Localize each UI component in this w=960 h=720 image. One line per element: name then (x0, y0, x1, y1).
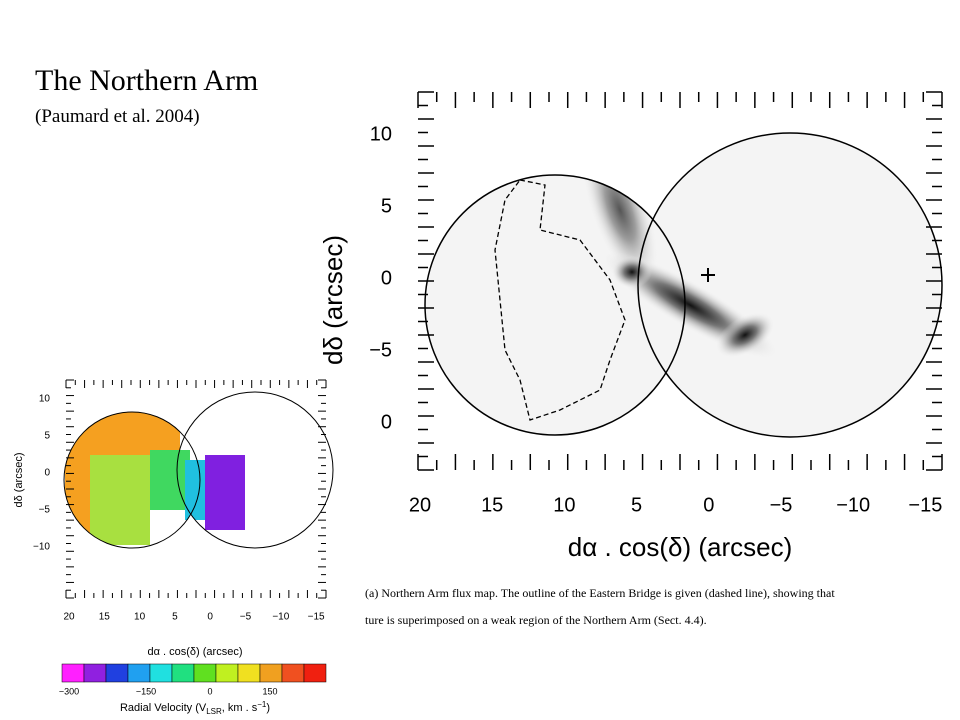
tick-label: −5 (369, 339, 392, 361)
tick-label: −300 (59, 686, 79, 696)
velocity-region (150, 450, 190, 510)
tick-label: 10 (553, 494, 575, 516)
field-outline (637, 132, 943, 438)
tick-label: 5 (44, 431, 50, 442)
center-marker (701, 268, 715, 282)
tick-label: 10 (370, 123, 392, 145)
y-axis-label: dδ (arcsec) (13, 452, 25, 507)
caption-line: ture is superimposed on a weak region of… (365, 613, 707, 627)
flux-blob (715, 312, 775, 358)
tick-label: 0 (207, 612, 213, 623)
flux-blob (612, 256, 652, 288)
tick-label: 0 (703, 494, 714, 516)
x-axis-label: dα . cos(δ) (arcsec) (148, 646, 243, 658)
colorbar-cell (259, 663, 283, 683)
tick-label: −10 (33, 542, 50, 553)
tick-label: −150 (136, 686, 156, 696)
colorbar-cell (149, 663, 173, 683)
field-outline (63, 411, 201, 549)
velocity-region (90, 455, 150, 545)
tick-label: 5 (631, 494, 642, 516)
tick-label: 0 (44, 468, 50, 479)
field-outline (424, 174, 686, 436)
eastern-bridge-outline (494, 179, 626, 421)
slide-title: The Northern Arm (35, 64, 258, 97)
colorbar-cell (215, 663, 239, 683)
colorbar-cell (237, 663, 261, 683)
tick-label: 15 (99, 612, 111, 623)
tick-label: 150 (262, 686, 277, 696)
x-axis-label: dα . cos(δ) (arcsec) (568, 532, 793, 562)
tick-label: −5 (39, 505, 51, 516)
colorbar-cell (281, 663, 305, 683)
colorbar-cell (105, 663, 129, 683)
tick-label: 20 (409, 494, 431, 516)
y-axis-label: dδ (arcsec) (318, 235, 348, 365)
tick-label: 0 (207, 686, 212, 696)
colorbar-cell (61, 663, 85, 683)
colorbar-cell (83, 663, 107, 683)
tick-label: 20 (63, 612, 75, 623)
tick-label: 10 (134, 612, 146, 623)
tick-label: −15 (308, 612, 325, 623)
tick-label: −15 (908, 494, 942, 516)
tick-label: 10 (39, 394, 51, 405)
tick-label: −5 (240, 612, 252, 623)
flux-map: dδ (arcsec) dα . cos(δ) (arcsec) (318, 132, 943, 562)
citation: (Paumard et al. 2004) (35, 106, 200, 127)
field-outline (176, 391, 334, 549)
colorbar-cell (171, 663, 195, 683)
velocity-region (70, 545, 190, 548)
velocity-region (185, 460, 205, 520)
tick-label: −5 (770, 494, 793, 516)
tick-label: 5 (381, 195, 392, 217)
colorbar-cell (193, 663, 217, 683)
colorbar-cell (303, 663, 327, 683)
caption-line: (a) Northern Arm flux map. The outline o… (365, 586, 835, 600)
tick-label: −10 (836, 494, 870, 516)
tick-label: 5 (172, 612, 178, 623)
tick-label: 15 (481, 494, 503, 516)
colorbar-title: Radial Velocity (VLSR, km . s−1) (120, 700, 270, 716)
velocity-region (205, 455, 245, 530)
tick-label: −10 (272, 612, 289, 623)
tick-label: 0 (381, 411, 392, 433)
colorbar-cell (127, 663, 151, 683)
tick-label: 0 (381, 267, 392, 289)
